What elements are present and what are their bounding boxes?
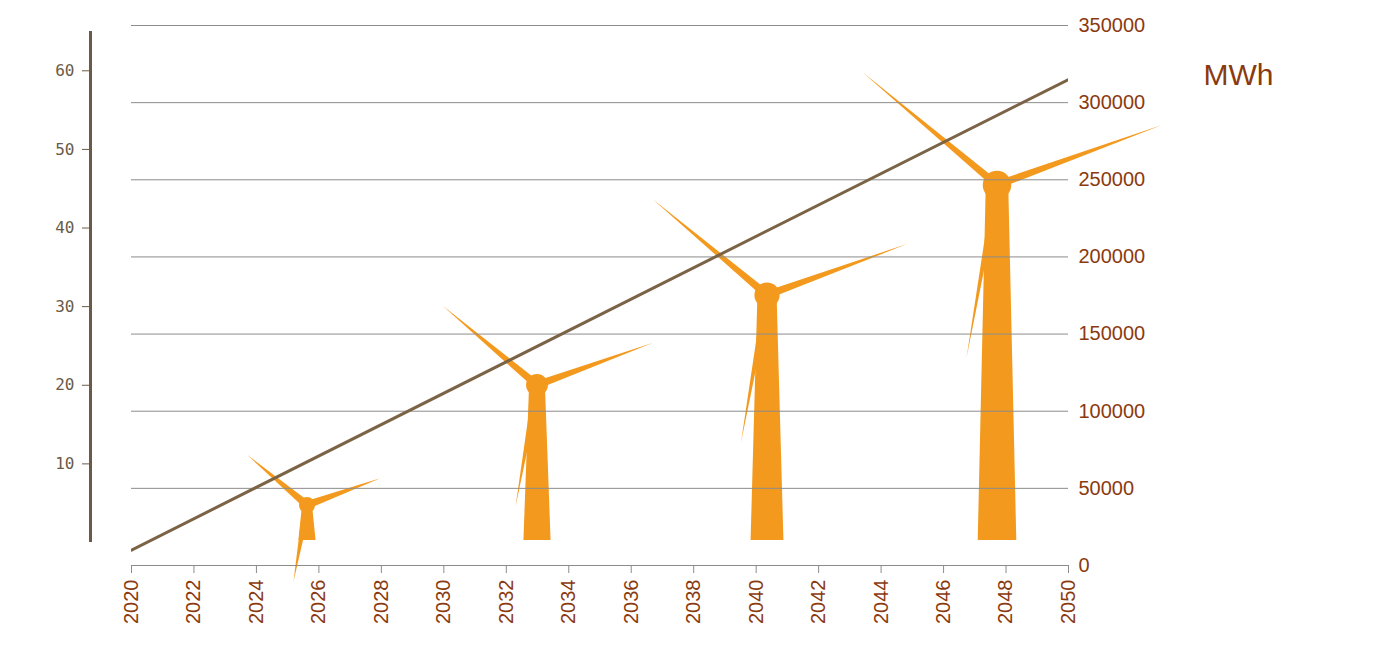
svg-text:50000: 50000 bbox=[1079, 477, 1135, 499]
svg-text:2050: 2050 bbox=[1057, 580, 1079, 625]
svg-text:2024: 2024 bbox=[245, 580, 267, 625]
svg-text:2038: 2038 bbox=[682, 580, 704, 625]
svg-text:20: 20 bbox=[55, 375, 74, 394]
svg-text:2040: 2040 bbox=[745, 580, 767, 625]
svg-text:250000: 250000 bbox=[1079, 168, 1146, 190]
svg-text:10: 10 bbox=[55, 454, 74, 473]
svg-text:2030: 2030 bbox=[432, 580, 454, 625]
svg-text:60: 60 bbox=[55, 61, 74, 80]
svg-text:150000: 150000 bbox=[1079, 322, 1146, 344]
svg-text:2022: 2022 bbox=[182, 580, 204, 625]
svg-text:200000: 200000 bbox=[1079, 245, 1146, 267]
svg-text:2036: 2036 bbox=[620, 580, 642, 625]
svg-text:2032: 2032 bbox=[495, 580, 517, 625]
svg-text:30: 30 bbox=[55, 297, 74, 316]
svg-text:350000: 350000 bbox=[1079, 14, 1146, 36]
svg-text:2034: 2034 bbox=[557, 580, 579, 625]
svg-text:300000: 300000 bbox=[1079, 91, 1146, 113]
svg-text:2020: 2020 bbox=[120, 580, 142, 625]
svg-text:50: 50 bbox=[55, 140, 74, 159]
svg-text:2046: 2046 bbox=[932, 580, 954, 625]
svg-text:2042: 2042 bbox=[807, 580, 829, 625]
svg-text:2044: 2044 bbox=[870, 580, 892, 625]
svg-text:100000: 100000 bbox=[1079, 400, 1146, 422]
svg-text:MWh: MWh bbox=[1204, 58, 1274, 91]
svg-text:2048: 2048 bbox=[994, 580, 1016, 625]
svg-text:2026: 2026 bbox=[307, 580, 329, 625]
svg-text:40: 40 bbox=[55, 218, 74, 237]
svg-text:0: 0 bbox=[1079, 554, 1090, 576]
svg-text:2028: 2028 bbox=[370, 580, 392, 625]
